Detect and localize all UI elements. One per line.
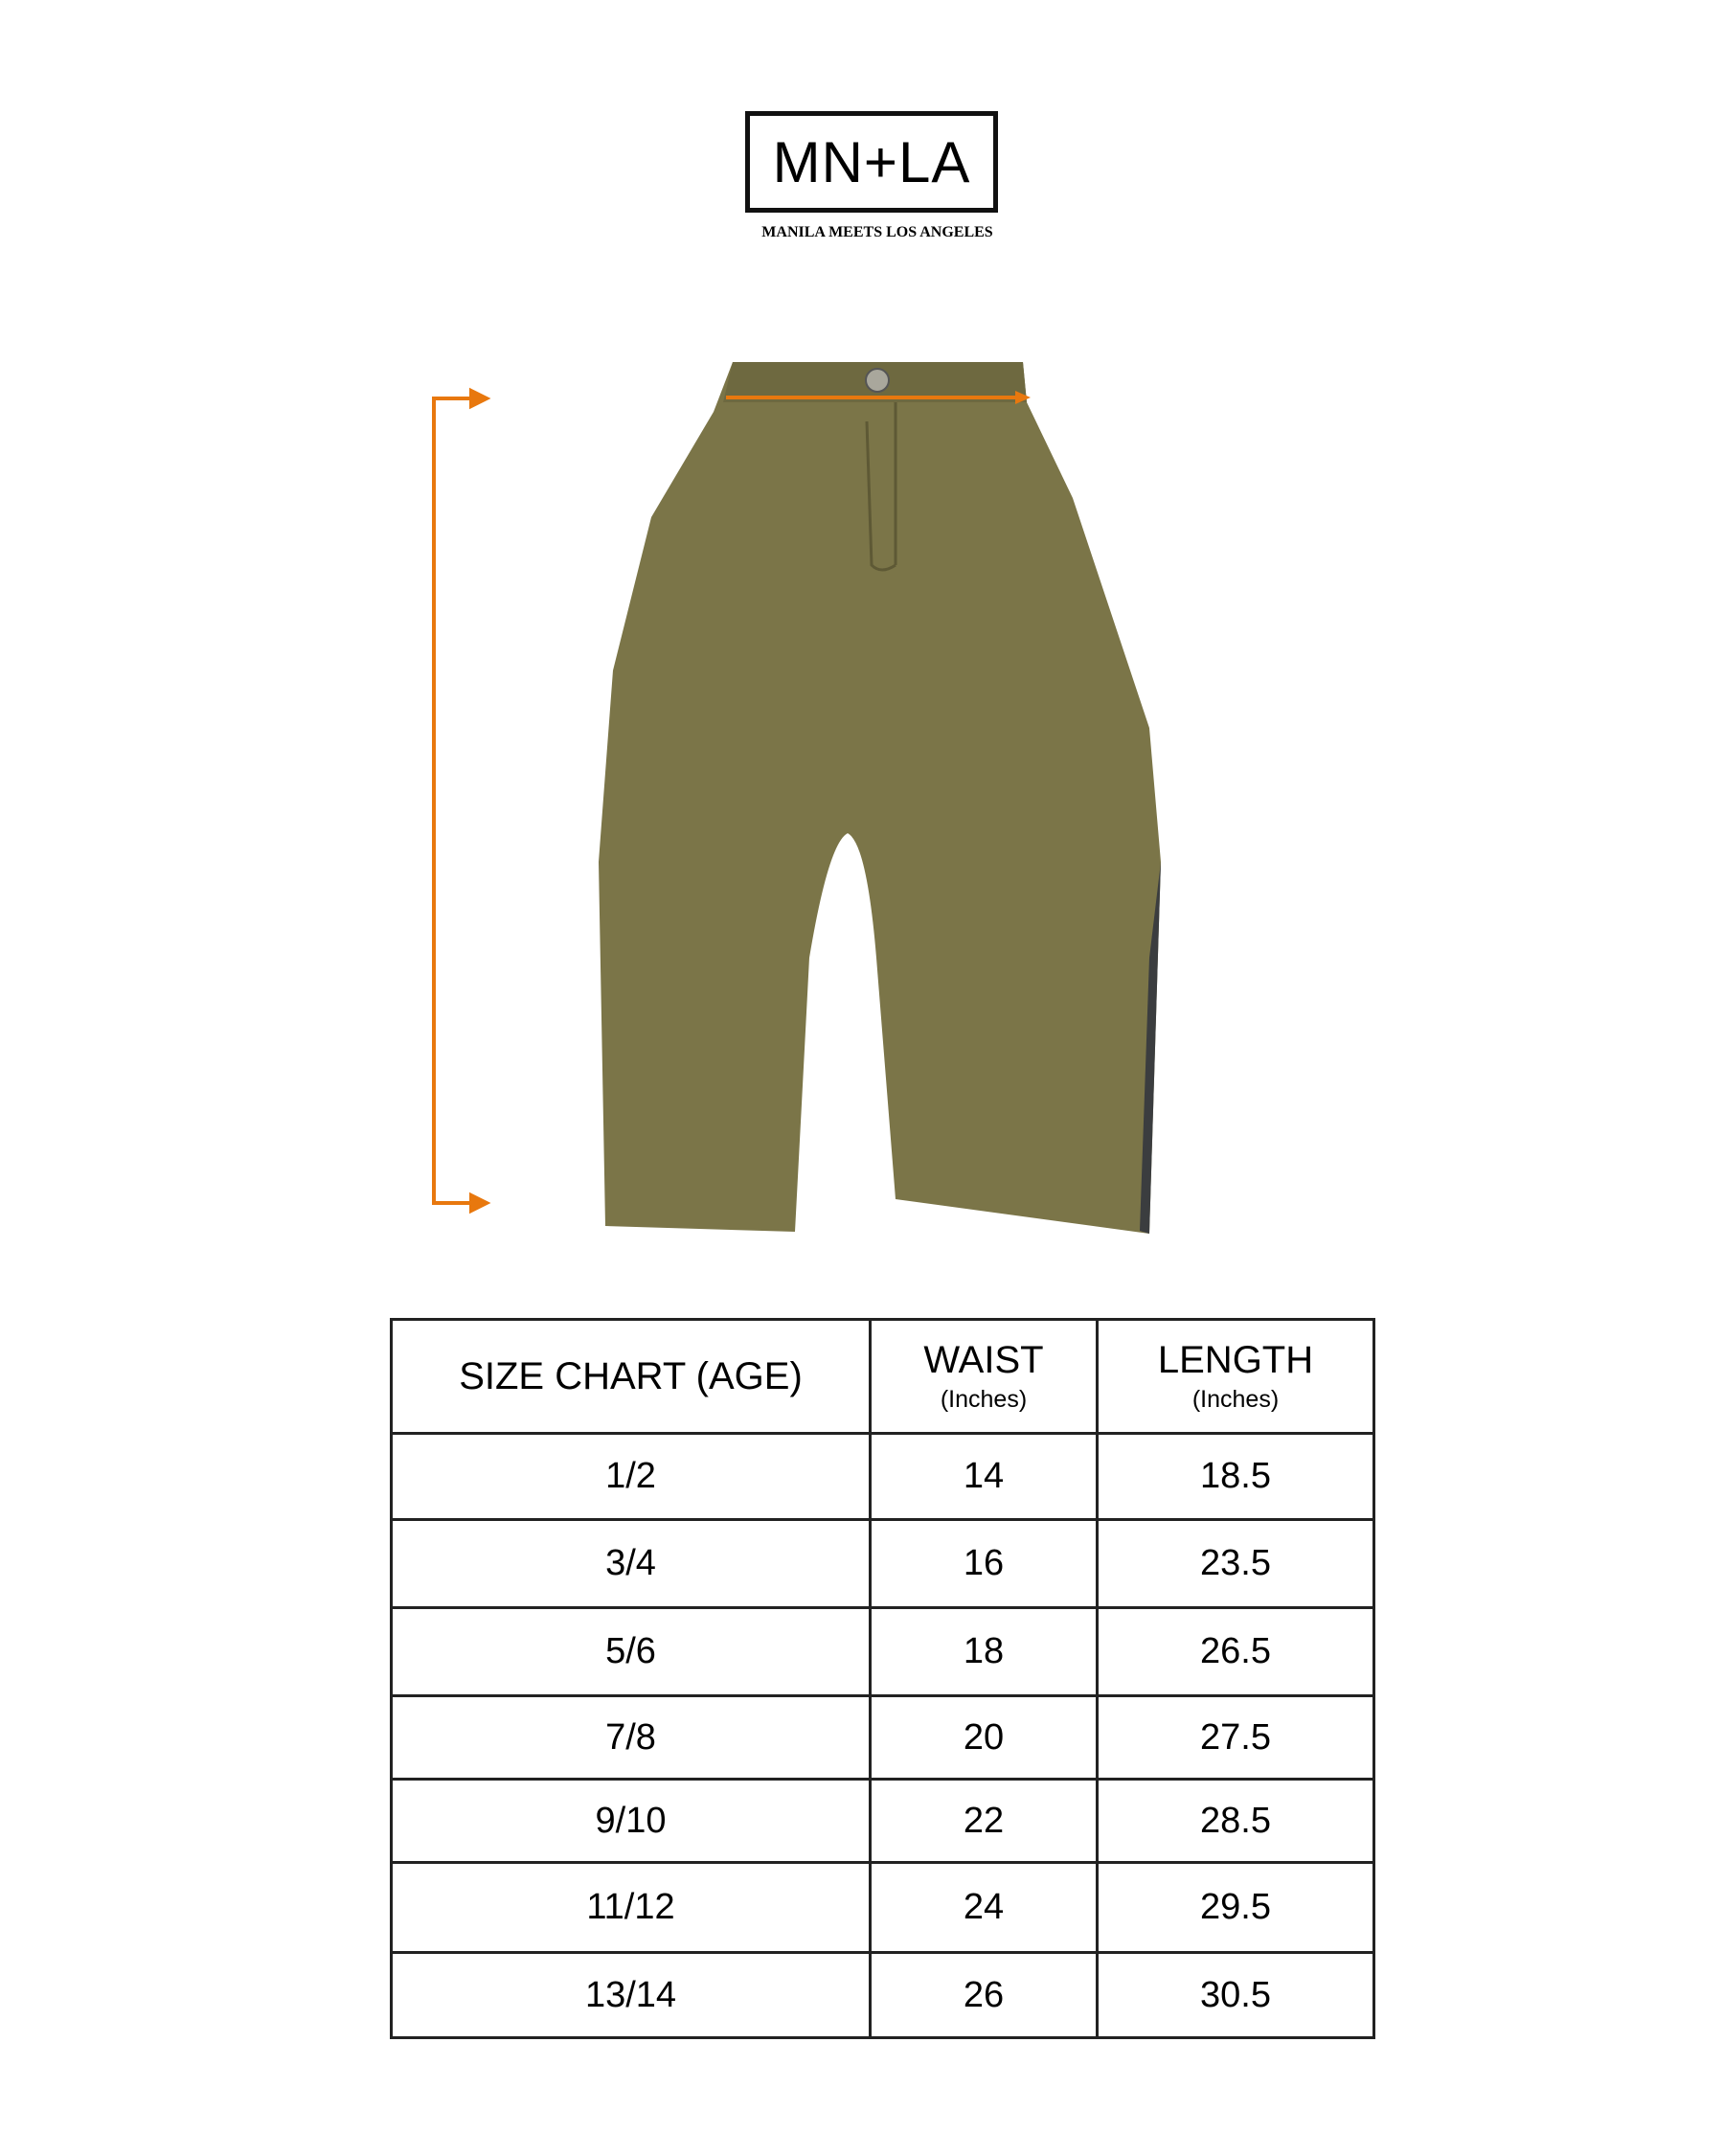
table-header-row: SIZE CHART (AGE) WAIST (Inches) LENGTH (In… [390, 1318, 1375, 1435]
table-row: 11/12 24 29.5 [390, 1861, 1375, 1954]
header-length: LENGTH (Inches) [1096, 1318, 1375, 1435]
cell-waist: 14 [869, 1432, 1099, 1521]
table-row: 5/6 18 26.5 [390, 1606, 1375, 1697]
brand-logo: MN+LA [745, 111, 998, 213]
header-size-label: SIZE CHART (AGE) [459, 1354, 803, 1397]
cell-waist: 20 [869, 1694, 1099, 1781]
pants-image [599, 362, 1161, 1234]
header-waist: WAIST (Inches) [869, 1318, 1099, 1435]
cell-length: 23.5 [1096, 1518, 1375, 1609]
cell-waist: 18 [869, 1606, 1099, 1697]
cell-length: 28.5 [1096, 1778, 1375, 1864]
header-length-label: LENGTH [1157, 1339, 1314, 1381]
cell-length: 30.5 [1096, 1951, 1375, 2039]
table-row: 3/4 16 23.5 [390, 1518, 1375, 1609]
cell-waist: 22 [869, 1778, 1099, 1864]
cell-size: 9/10 [390, 1778, 872, 1864]
cell-size: 11/12 [390, 1861, 872, 1954]
table-row: 9/10 22 28.5 [390, 1778, 1375, 1864]
header-waist-unit: (Inches) [940, 1386, 1028, 1413]
cell-waist: 16 [869, 1518, 1099, 1609]
cell-length: 27.5 [1096, 1694, 1375, 1781]
waist-measure-icon [726, 391, 1031, 404]
cell-length: 18.5 [1096, 1432, 1375, 1521]
logo-tagline: MANILA MEETS LOS ANGELES [761, 224, 993, 240]
cell-length: 26.5 [1096, 1606, 1375, 1697]
table-row: 7/8 20 27.5 [390, 1694, 1375, 1781]
cell-waist: 26 [869, 1951, 1099, 2039]
size-chart-table: SIZE CHART (AGE) WAIST (Inches) LENGTH (In… [390, 1318, 1375, 2039]
table-row: 1/2 14 18.5 [390, 1432, 1375, 1521]
cell-length: 29.5 [1096, 1861, 1375, 1954]
cell-size: 5/6 [390, 1606, 872, 1697]
cell-waist: 24 [869, 1861, 1099, 1954]
table-row: 13/14 26 30.5 [390, 1951, 1375, 2039]
pants-measurement-illustration [432, 362, 1161, 1234]
logo-mark: MN+LA [772, 129, 971, 194]
length-measure-icon [432, 387, 491, 1214]
cell-size: 3/4 [390, 1518, 872, 1609]
cell-size: 7/8 [390, 1694, 872, 1781]
cell-size: 13/14 [390, 1951, 872, 2039]
cell-size: 1/2 [390, 1432, 872, 1521]
header-waist-label: WAIST [923, 1339, 1044, 1381]
header-length-unit: (Inches) [1191, 1386, 1280, 1413]
header-size: SIZE CHART (AGE) [390, 1318, 872, 1435]
